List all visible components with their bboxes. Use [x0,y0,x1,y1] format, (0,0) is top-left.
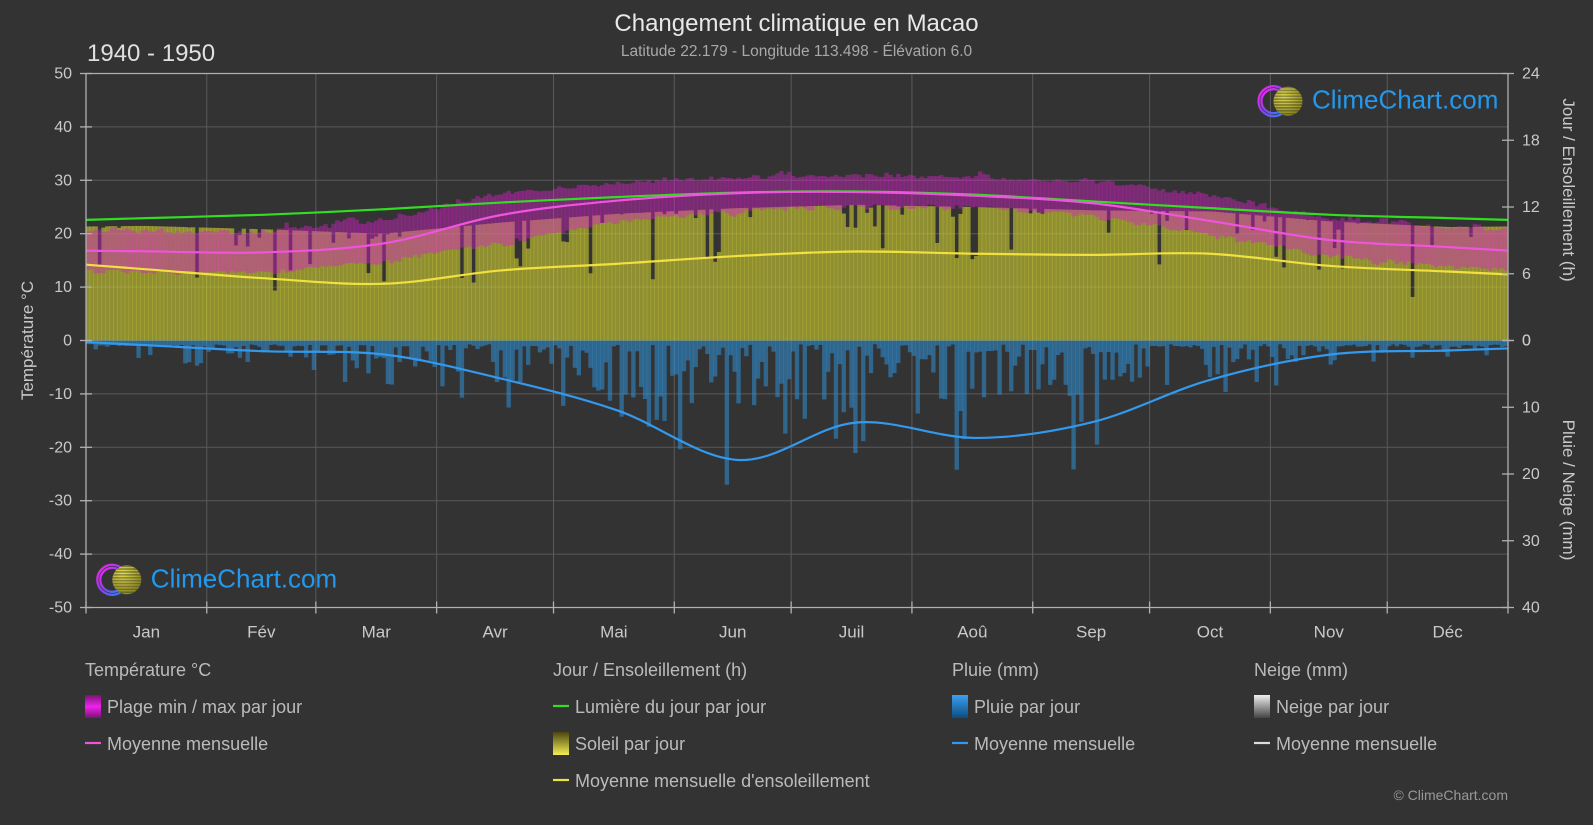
svg-text:-30: -30 [49,493,72,510]
svg-text:24: 24 [1522,66,1540,83]
svg-text:Neige par jour: Neige par jour [1276,697,1389,717]
svg-text:Neige (mm): Neige (mm) [1254,660,1348,680]
svg-text:Jour / Ensoleillement (h): Jour / Ensoleillement (h) [553,660,747,680]
svg-text:Soleil par jour: Soleil par jour [575,734,685,754]
svg-text:Oct: Oct [1197,623,1224,642]
svg-text:Pluie (mm): Pluie (mm) [952,660,1039,680]
svg-text:© ClimeChart.com: © ClimeChart.com [1393,787,1508,803]
svg-text:Aoû: Aoû [957,623,987,642]
svg-text:Pluie / Neige (mm): Pluie / Neige (mm) [1559,420,1578,561]
svg-text:Jun: Jun [719,623,746,642]
svg-text:30: 30 [1522,533,1540,550]
svg-text:Moyenne mensuelle: Moyenne mensuelle [1276,734,1437,754]
svg-text:10: 10 [54,279,72,296]
svg-text:Déc: Déc [1432,623,1463,642]
svg-text:-20: -20 [49,439,72,456]
svg-text:18: 18 [1522,132,1540,149]
svg-text:Moyenne mensuelle: Moyenne mensuelle [107,734,268,754]
svg-text:Température °C: Température °C [18,281,37,400]
svg-text:Mar: Mar [362,623,392,642]
svg-text:Pluie par jour: Pluie par jour [974,697,1080,717]
svg-text:Jan: Jan [133,623,160,642]
svg-text:Juil: Juil [839,623,865,642]
svg-text:30: 30 [54,172,72,189]
svg-text:0: 0 [63,333,72,350]
svg-text:Température °C: Température °C [85,660,211,680]
svg-text:Jour / Ensoleillement (h): Jour / Ensoleillement (h) [1559,98,1578,281]
svg-text:6: 6 [1522,266,1531,283]
svg-text:0: 0 [1522,333,1531,350]
svg-text:Sep: Sep [1076,623,1106,642]
svg-text:-40: -40 [49,546,72,563]
svg-text:Mai: Mai [600,623,627,642]
svg-text:Moyenne mensuelle: Moyenne mensuelle [974,734,1135,754]
svg-text:10: 10 [1522,399,1540,416]
svg-text:Avr: Avr [482,623,508,642]
svg-text:-10: -10 [49,386,72,403]
svg-text:20: 20 [1522,466,1540,483]
svg-text:12: 12 [1522,199,1540,216]
svg-text:40: 40 [54,119,72,136]
svg-text:40: 40 [1522,600,1540,617]
svg-text:Lumière du jour par jour: Lumière du jour par jour [575,697,766,717]
svg-text:20: 20 [54,226,72,243]
svg-text:Fév: Fév [247,623,276,642]
svg-text:Plage min / max par jour: Plage min / max par jour [107,697,302,717]
svg-text:Moyenne mensuelle d'ensoleille: Moyenne mensuelle d'ensoleillement [575,771,870,791]
svg-text:50: 50 [54,66,72,83]
svg-text:-50: -50 [49,600,72,617]
svg-text:Nov: Nov [1314,623,1345,642]
